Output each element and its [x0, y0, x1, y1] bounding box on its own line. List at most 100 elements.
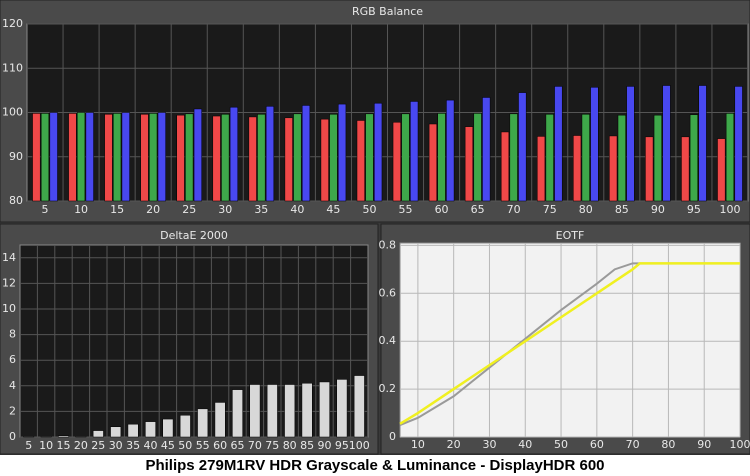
x-tick-label: 95: [687, 203, 701, 216]
x-tick-label: 5: [42, 203, 49, 216]
caption: Philips 279M1RV HDR Grayscale & Luminanc…: [145, 457, 604, 474]
bar: [68, 113, 77, 202]
x-tick-label: 50: [362, 203, 376, 216]
x-tick-label: 65: [231, 439, 245, 452]
x-tick-label: 50: [554, 438, 568, 451]
bar: [653, 114, 662, 202]
bar: [162, 418, 174, 438]
bar: [76, 112, 86, 202]
bar: [617, 114, 626, 202]
bar: [49, 112, 58, 202]
bar: [428, 123, 437, 202]
bar: [249, 384, 261, 438]
bar: [518, 92, 527, 202]
bar: [509, 113, 518, 202]
y-tick-label: 8: [9, 328, 16, 341]
bar: [110, 426, 122, 438]
bar: [554, 86, 563, 202]
x-tick-label: 45: [326, 203, 340, 216]
chart-title: RGB Balance: [352, 5, 423, 18]
x-tick-label: 55: [399, 203, 413, 216]
bar: [176, 114, 185, 202]
x-tick-label: 65: [471, 203, 485, 216]
bar: [214, 402, 226, 438]
bar: [573, 135, 582, 202]
line-series: [399, 262, 740, 426]
x-tick-label: 100: [349, 439, 370, 452]
x-tick-label: 30: [218, 203, 232, 216]
x-tick-label: 75: [265, 439, 279, 452]
bar: [23, 436, 35, 438]
bar: [446, 99, 455, 202]
bar: [374, 102, 383, 202]
bar: [92, 430, 104, 438]
y-tick-label: 120: [2, 17, 23, 30]
bar: [500, 131, 510, 202]
bar: [464, 126, 474, 202]
bar: [40, 113, 50, 202]
bar: [545, 114, 554, 202]
y-tick-label: 0.8: [379, 238, 397, 251]
x-tick-label: 5: [25, 439, 32, 452]
x-tick-label: 35: [254, 203, 268, 216]
x-tick-label: 35: [126, 439, 140, 452]
y-tick-label: 110: [2, 61, 23, 74]
bar: [265, 106, 275, 202]
x-tick-label: 70: [626, 438, 640, 451]
y-tick-label: 0.4: [379, 334, 397, 347]
bar: [157, 112, 166, 202]
bar: [229, 106, 239, 202]
x-tick-label: 30: [482, 438, 496, 451]
x-tick-label: 80: [579, 203, 593, 216]
bar: [645, 136, 654, 202]
x-tick-label: 90: [318, 439, 332, 452]
bar: [717, 138, 726, 202]
bar: [140, 114, 149, 202]
y-tick-label: 0.2: [379, 382, 397, 395]
x-tick-label: 25: [182, 203, 196, 216]
bar: [536, 136, 546, 202]
bar: [232, 389, 243, 438]
x-tick-label: 45: [161, 439, 175, 452]
x-tick-label: 90: [651, 203, 665, 216]
x-tick-label: 70: [248, 439, 262, 452]
bar: [734, 86, 743, 202]
bar: [58, 435, 69, 438]
bar: [32, 113, 41, 202]
bar: [197, 408, 209, 438]
caption-strip: [0, 455, 750, 476]
x-tick-label: 70: [507, 203, 521, 216]
y-tick-label: 10: [2, 302, 16, 315]
x-tick-label: 100: [730, 438, 750, 451]
x-tick-label: 60: [435, 203, 449, 216]
line-series: [399, 262, 740, 425]
bar: [319, 381, 330, 438]
x-tick-label: 20: [447, 438, 461, 451]
bar: [437, 113, 446, 202]
x-tick-label: 85: [615, 203, 629, 216]
bar: [353, 375, 365, 438]
bar: [75, 436, 87, 438]
bar: [320, 118, 329, 202]
bar: [392, 121, 401, 202]
x-tick-label: 20: [146, 203, 160, 216]
bar: [145, 421, 156, 438]
x-tick-label: 30: [109, 439, 123, 452]
bar: [581, 114, 590, 202]
bar: [401, 113, 410, 202]
bar: [193, 108, 202, 202]
x-tick-label: 15: [57, 439, 71, 452]
bar: [179, 414, 191, 438]
bar: [301, 382, 313, 438]
bar: [338, 103, 347, 202]
bar: [212, 115, 221, 202]
bar: [365, 113, 374, 202]
chart-title: DeltaE 2000: [160, 229, 228, 242]
x-tick-label: 10: [411, 438, 425, 451]
bar: [626, 86, 635, 202]
y-tick-label: 0: [389, 430, 396, 443]
bar: [698, 85, 707, 202]
x-tick-label: 20: [74, 439, 88, 452]
